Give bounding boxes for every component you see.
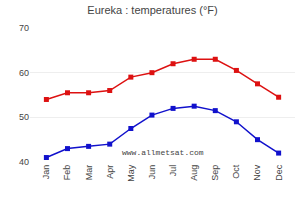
svg-text:Feb: Feb <box>62 165 72 181</box>
svg-text:60: 60 <box>19 68 29 78</box>
svg-text:Aug: Aug <box>189 165 199 181</box>
svg-text:www.allmetsat.com: www.allmetsat.com <box>122 148 204 157</box>
svg-text:Mar: Mar <box>84 165 94 181</box>
svg-text:40: 40 <box>19 157 29 167</box>
svg-text:Nov: Nov <box>252 164 262 181</box>
svg-text:Sep: Sep <box>210 165 220 181</box>
svg-text:Apr: Apr <box>105 165 115 179</box>
svg-text:Jul: Jul <box>168 165 178 177</box>
svg-text:Jan: Jan <box>41 165 51 180</box>
svg-text:70: 70 <box>19 23 29 33</box>
svg-text:50: 50 <box>19 112 29 122</box>
svg-text:Dec: Dec <box>274 164 284 181</box>
svg-text:Eureka : temperatures (°F): Eureka : temperatures (°F) <box>87 4 217 16</box>
svg-text:May: May <box>126 164 136 182</box>
svg-text:Jun: Jun <box>147 165 157 180</box>
svg-text:Oct: Oct <box>231 164 241 179</box>
